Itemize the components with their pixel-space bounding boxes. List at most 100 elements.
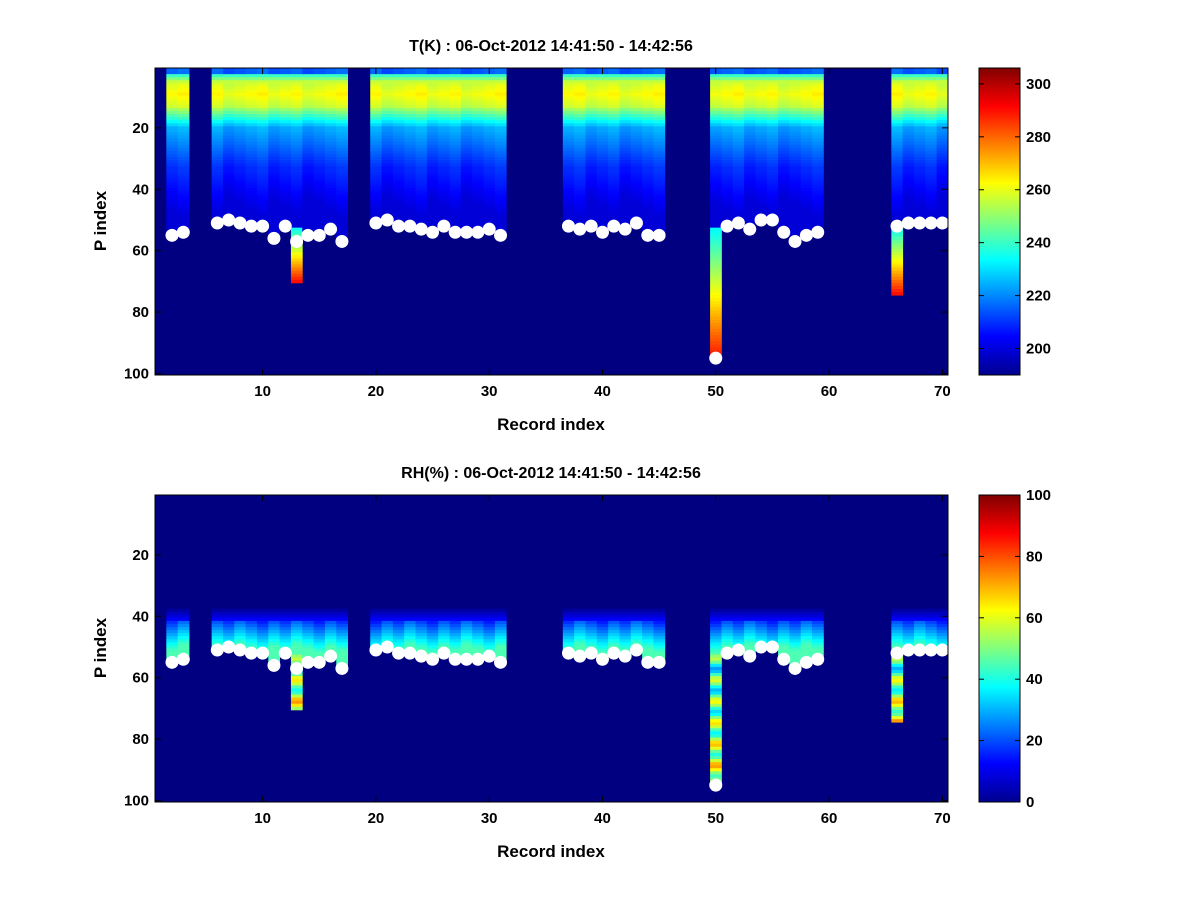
heatmap-cell [619,645,631,648]
heatmap-cell [450,139,462,142]
heatmap-cell [472,108,484,111]
heatmap-cell [223,172,235,175]
surface-marker [438,220,450,232]
heatmap-cell [268,222,280,225]
heatmap-cell [755,132,767,135]
heatmap-cell [393,529,405,532]
heatmap-cell [710,209,722,212]
heatmap-cell [710,249,722,252]
heatmap-cell [903,120,915,123]
heatmap-cell [393,179,405,182]
heatmap-cell [585,612,597,615]
heatmap-cell [257,538,269,541]
heatmap-cell [280,215,292,218]
heatmap-cell [336,126,348,129]
heatmap-cell [370,129,382,132]
heatmap-cell [642,68,654,71]
heatmap-cell [370,547,382,550]
heatmap-cell [903,71,915,74]
heatmap-cell [903,194,915,197]
heatmap-cell [302,179,314,182]
heatmap-cell [404,96,416,99]
heatmap-cell [710,655,722,658]
heatmap-cell [212,569,224,572]
heatmap-cell [472,148,484,151]
heatmap-cell [246,166,258,169]
heatmap-cell [608,132,620,135]
heatmap-cell [585,194,597,197]
heatmap-cell [234,590,246,593]
heatmap-cell [744,520,756,523]
heatmap-cell [484,188,496,191]
heatmap-cell [393,615,405,618]
heatmap-cell [246,529,258,532]
heatmap-cell [166,501,178,504]
heatmap-cell [427,182,439,185]
heatmap-cell [336,228,348,231]
heatmap-cell [744,563,756,566]
heatmap-cell [710,166,722,169]
heatmap-cell [619,145,631,148]
heatmap-cell [382,105,394,108]
heatmap-cell [382,182,394,185]
heatmap-cell [438,191,450,194]
heatmap-cell [574,83,586,86]
heatmap-cell [710,658,722,661]
heatmap-cell [744,498,756,501]
heatmap-cell [438,538,450,541]
heatmap-cell [427,553,439,556]
heatmap-cell [472,602,484,605]
heatmap-cell [755,513,767,516]
heatmap-cell [755,544,767,547]
heatmap-cell [234,71,246,74]
heatmap-cell [585,86,597,89]
heatmap-cell [608,627,620,630]
heatmap-cell [563,105,575,108]
heatmap-cell [755,71,767,74]
heatmap-cell [484,185,496,188]
heatmap-cell [268,68,280,71]
heatmap-cell [574,74,586,77]
heatmap-cell [246,606,258,609]
heatmap-cell [484,593,496,596]
surface-marker [313,229,325,241]
heatmap-cell [280,145,292,148]
heatmap-cell [280,89,292,92]
heatmap-cell [789,215,801,218]
heatmap-cell [472,117,484,120]
heatmap-cell [721,80,733,83]
heatmap-cell [234,636,246,639]
heatmap-cell [314,209,326,212]
heatmap-cell [166,624,178,627]
heatmap-cell [903,175,915,178]
heatmap-cell [585,114,597,117]
heatmap-cell [382,93,394,96]
heatmap-cell [416,212,428,215]
heatmap-cell [450,182,462,185]
heatmap-cell [631,599,643,602]
heatmap-cell [393,93,405,96]
heatmap-cell [608,526,620,529]
heatmap-cell [619,504,631,507]
heatmap-cell [710,304,722,307]
heatmap-cell [450,590,462,593]
heatmap-cell [427,501,439,504]
heatmap-cell [495,148,507,151]
heatmap-cell [653,185,665,188]
heatmap-cell [404,606,416,609]
heatmap-cell [325,74,337,77]
heatmap-cell [291,99,303,102]
heatmap-cell [302,139,314,142]
heatmap-cell [314,83,326,86]
heatmap-cell [314,541,326,544]
heatmap-cell [789,123,801,126]
heatmap-cell [642,117,654,120]
heatmap-cell [178,615,190,618]
heatmap-cell [789,139,801,142]
heatmap-cell [710,627,722,630]
heatmap-cell [438,544,450,547]
heatmap-cell [619,108,631,111]
heatmap-cell [268,102,280,105]
heatmap-cell [382,587,394,590]
heatmap-cell [325,194,337,197]
